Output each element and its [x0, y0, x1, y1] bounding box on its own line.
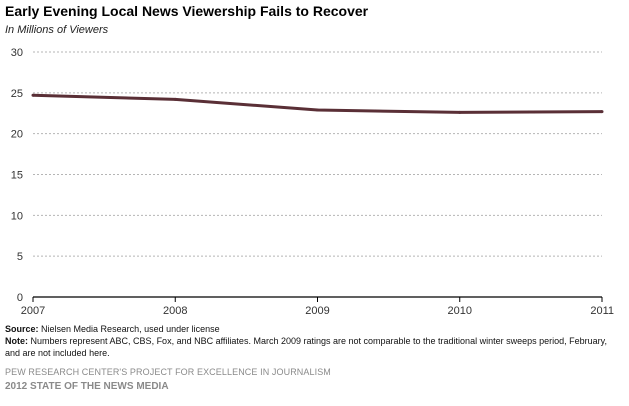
x-tick-label: 2011 — [590, 305, 614, 317]
source-text: Nielsen Media Research, used under licen… — [41, 324, 220, 334]
data-point — [31, 93, 35, 97]
y-axis-ticks: 0 5 10 15 20 25 30 — [11, 47, 23, 304]
x-tick-label: 2010 — [448, 305, 472, 317]
y-tick-label: 30 — [11, 47, 23, 59]
y-tick-label: 25 — [11, 88, 23, 100]
y-tick-label: 20 — [11, 129, 23, 141]
chart-subtitle: In Millions of Viewers — [5, 24, 109, 36]
y-tick-label: 10 — [11, 210, 23, 222]
y-tick-label: 0 — [17, 292, 23, 304]
series-group — [31, 93, 604, 114]
line-chart: 0 5 10 15 20 25 30 2007 2008 2009 2010 2011 — [11, 47, 614, 317]
note-text: Numbers represent ABC, CBS, Fox, and NBC… — [5, 336, 607, 358]
y-tick-label: 15 — [11, 170, 23, 182]
x-tick-label: 2007 — [21, 305, 45, 317]
data-point — [600, 110, 604, 114]
y-tick-label: 5 — [17, 251, 23, 263]
source-label: Source: — [5, 324, 39, 334]
chart-title: Early Evening Local News Viewership Fail… — [5, 3, 369, 19]
x-tick-label: 2009 — [305, 305, 329, 317]
source-note: Source: Nielsen Media Research, used und… — [5, 323, 605, 335]
x-tick-label: 2008 — [163, 305, 187, 317]
data-point — [458, 110, 462, 114]
footnote: Note: Numbers represent ABC, CBS, Fox, a… — [5, 335, 610, 359]
gridlines — [33, 51, 602, 257]
organization-credit: PEW RESEARCH CENTER'S PROJECT FOR EXCELL… — [5, 367, 331, 377]
x-axis-ticks: 2007 2008 2009 2010 2011 — [21, 297, 614, 317]
report-name: 2012 STATE OF THE NEWS MEDIA — [5, 381, 169, 392]
data-point — [316, 108, 319, 112]
data-point — [173, 97, 177, 101]
note-label: Note: — [5, 336, 28, 346]
